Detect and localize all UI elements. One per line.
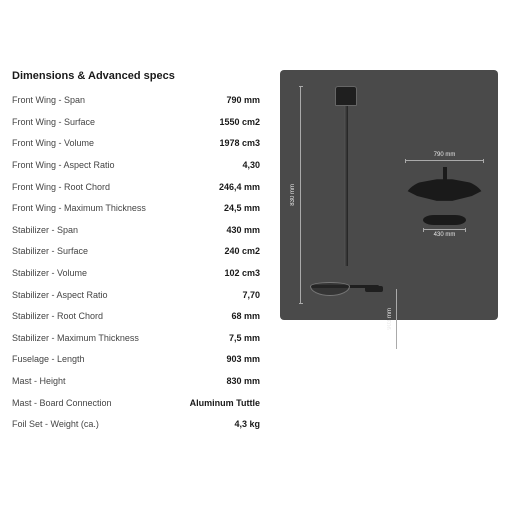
stabilizer-span-line	[423, 229, 466, 230]
spec-label: Front Wing - Surface	[12, 116, 95, 129]
spec-label: Mast - Height	[12, 375, 66, 388]
spec-label: Stabilizer - Surface	[12, 245, 88, 258]
wing-span-line	[405, 160, 483, 161]
spec-row: Mast - Height 830 mm	[12, 375, 266, 388]
spec-label: Stabilizer - Span	[12, 224, 78, 237]
spec-label: Front Wing - Volume	[12, 137, 94, 150]
front-view: 790 mm 903 mm 430 mm	[401, 86, 488, 304]
spec-row: Foil Set - Weight (ca.) 4,3 kg	[12, 418, 266, 431]
spec-label: Stabilizer - Volume	[12, 267, 87, 280]
content-container: Dimensions & Advanced specs Front Wing -…	[12, 70, 498, 440]
mast-height-label: 830 mm	[290, 184, 296, 206]
spec-value: 830 mm	[226, 375, 266, 388]
spec-row: Front Wing - Maximum Thickness 24,5 mm	[12, 202, 266, 215]
spec-label: Foil Set - Weight (ca.)	[12, 418, 99, 431]
spec-value: 240 cm2	[224, 245, 266, 258]
spec-label: Stabilizer - Maximum Thickness	[12, 332, 139, 345]
spec-row: Mast - Board Connection Aluminum Tuttle	[12, 397, 266, 410]
spec-value: 1550 cm2	[219, 116, 266, 129]
spec-row: Front Wing - Volume 1978 cm3	[12, 137, 266, 150]
spec-value: 246,4 mm	[219, 181, 266, 194]
wing-mast-stub-icon	[443, 167, 447, 181]
wing-span-dimension: 790 mm	[401, 152, 488, 161]
wing-span-label: 790 mm	[434, 152, 456, 158]
spec-row: Front Wing - Aspect Ratio 4,30	[12, 159, 266, 172]
fuselage-length-line	[396, 289, 397, 349]
wing-shape-icon	[405, 179, 483, 203]
spec-value: Aluminum Tuttle	[190, 397, 266, 410]
spec-value: 24,5 mm	[224, 202, 266, 215]
stabilizer-span-label: 430 mm	[434, 232, 456, 238]
spec-row: Fuselage - Length 903 mm	[12, 353, 266, 366]
spec-value: 102 cm3	[224, 267, 266, 280]
mast-height-line	[300, 86, 301, 304]
spec-row: Front Wing - Surface 1550 cm2	[12, 116, 266, 129]
spec-value: 7,70	[242, 289, 266, 302]
front-wing-group: 903 mm 430 mm	[401, 169, 488, 238]
spec-label: Mast - Board Connection	[12, 397, 112, 410]
dimensions-diagram: 830 mm 790 mm 903 mm	[280, 70, 498, 320]
spec-label: Front Wing - Maximum Thickness	[12, 202, 146, 215]
spec-value: 7,5 mm	[229, 332, 266, 345]
spec-label: Front Wing - Aspect Ratio	[12, 159, 115, 172]
fuselage-length-label: 903 mm	[387, 308, 393, 330]
spec-label: Front Wing - Span	[12, 94, 85, 107]
spec-value: 1978 cm3	[219, 137, 266, 150]
spec-value: 4,30	[242, 159, 266, 172]
spec-value: 790 mm	[226, 94, 266, 107]
mast-mount-icon	[335, 86, 357, 106]
stabilizer-side-icon	[365, 286, 383, 292]
spec-value: 903 mm	[226, 353, 266, 366]
spec-label: Fuselage - Length	[12, 353, 85, 366]
spec-row: Stabilizer - Maximum Thickness 7,5 mm	[12, 332, 266, 345]
mast-height-dimension: 830 mm	[290, 86, 307, 304]
spec-label: Front Wing - Root Chord	[12, 181, 110, 194]
spec-row: Stabilizer - Volume 102 cm3	[12, 267, 266, 280]
mast-icon	[344, 106, 348, 266]
spec-row: Stabilizer - Root Chord 68 mm	[12, 310, 266, 323]
foil-side-illustration	[307, 86, 385, 304]
fuselage-length-dimension: 903 mm	[387, 289, 397, 349]
specs-panel: Dimensions & Advanced specs Front Wing -…	[12, 70, 266, 440]
spec-row: Stabilizer - Surface 240 cm2	[12, 245, 266, 258]
stabilizer-front-icon	[423, 215, 466, 225]
side-view: 830 mm	[290, 86, 385, 304]
specs-title: Dimensions & Advanced specs	[12, 70, 266, 82]
front-wing-side-icon	[310, 282, 350, 296]
spec-row: Stabilizer - Span 430 mm	[12, 224, 266, 237]
spec-row: Front Wing - Span 790 mm	[12, 94, 266, 107]
stabilizer-span-dimension: 430 mm	[423, 229, 466, 238]
spec-value: 430 mm	[226, 224, 266, 237]
spec-value: 68 mm	[231, 310, 266, 323]
front-wing-front-icon	[405, 179, 483, 203]
spec-label: Stabilizer - Aspect Ratio	[12, 289, 108, 302]
spec-value: 4,3 kg	[234, 418, 266, 431]
spec-row: Stabilizer - Aspect Ratio 7,70	[12, 289, 266, 302]
spec-label: Stabilizer - Root Chord	[12, 310, 103, 323]
spec-row: Front Wing - Root Chord 246,4 mm	[12, 181, 266, 194]
